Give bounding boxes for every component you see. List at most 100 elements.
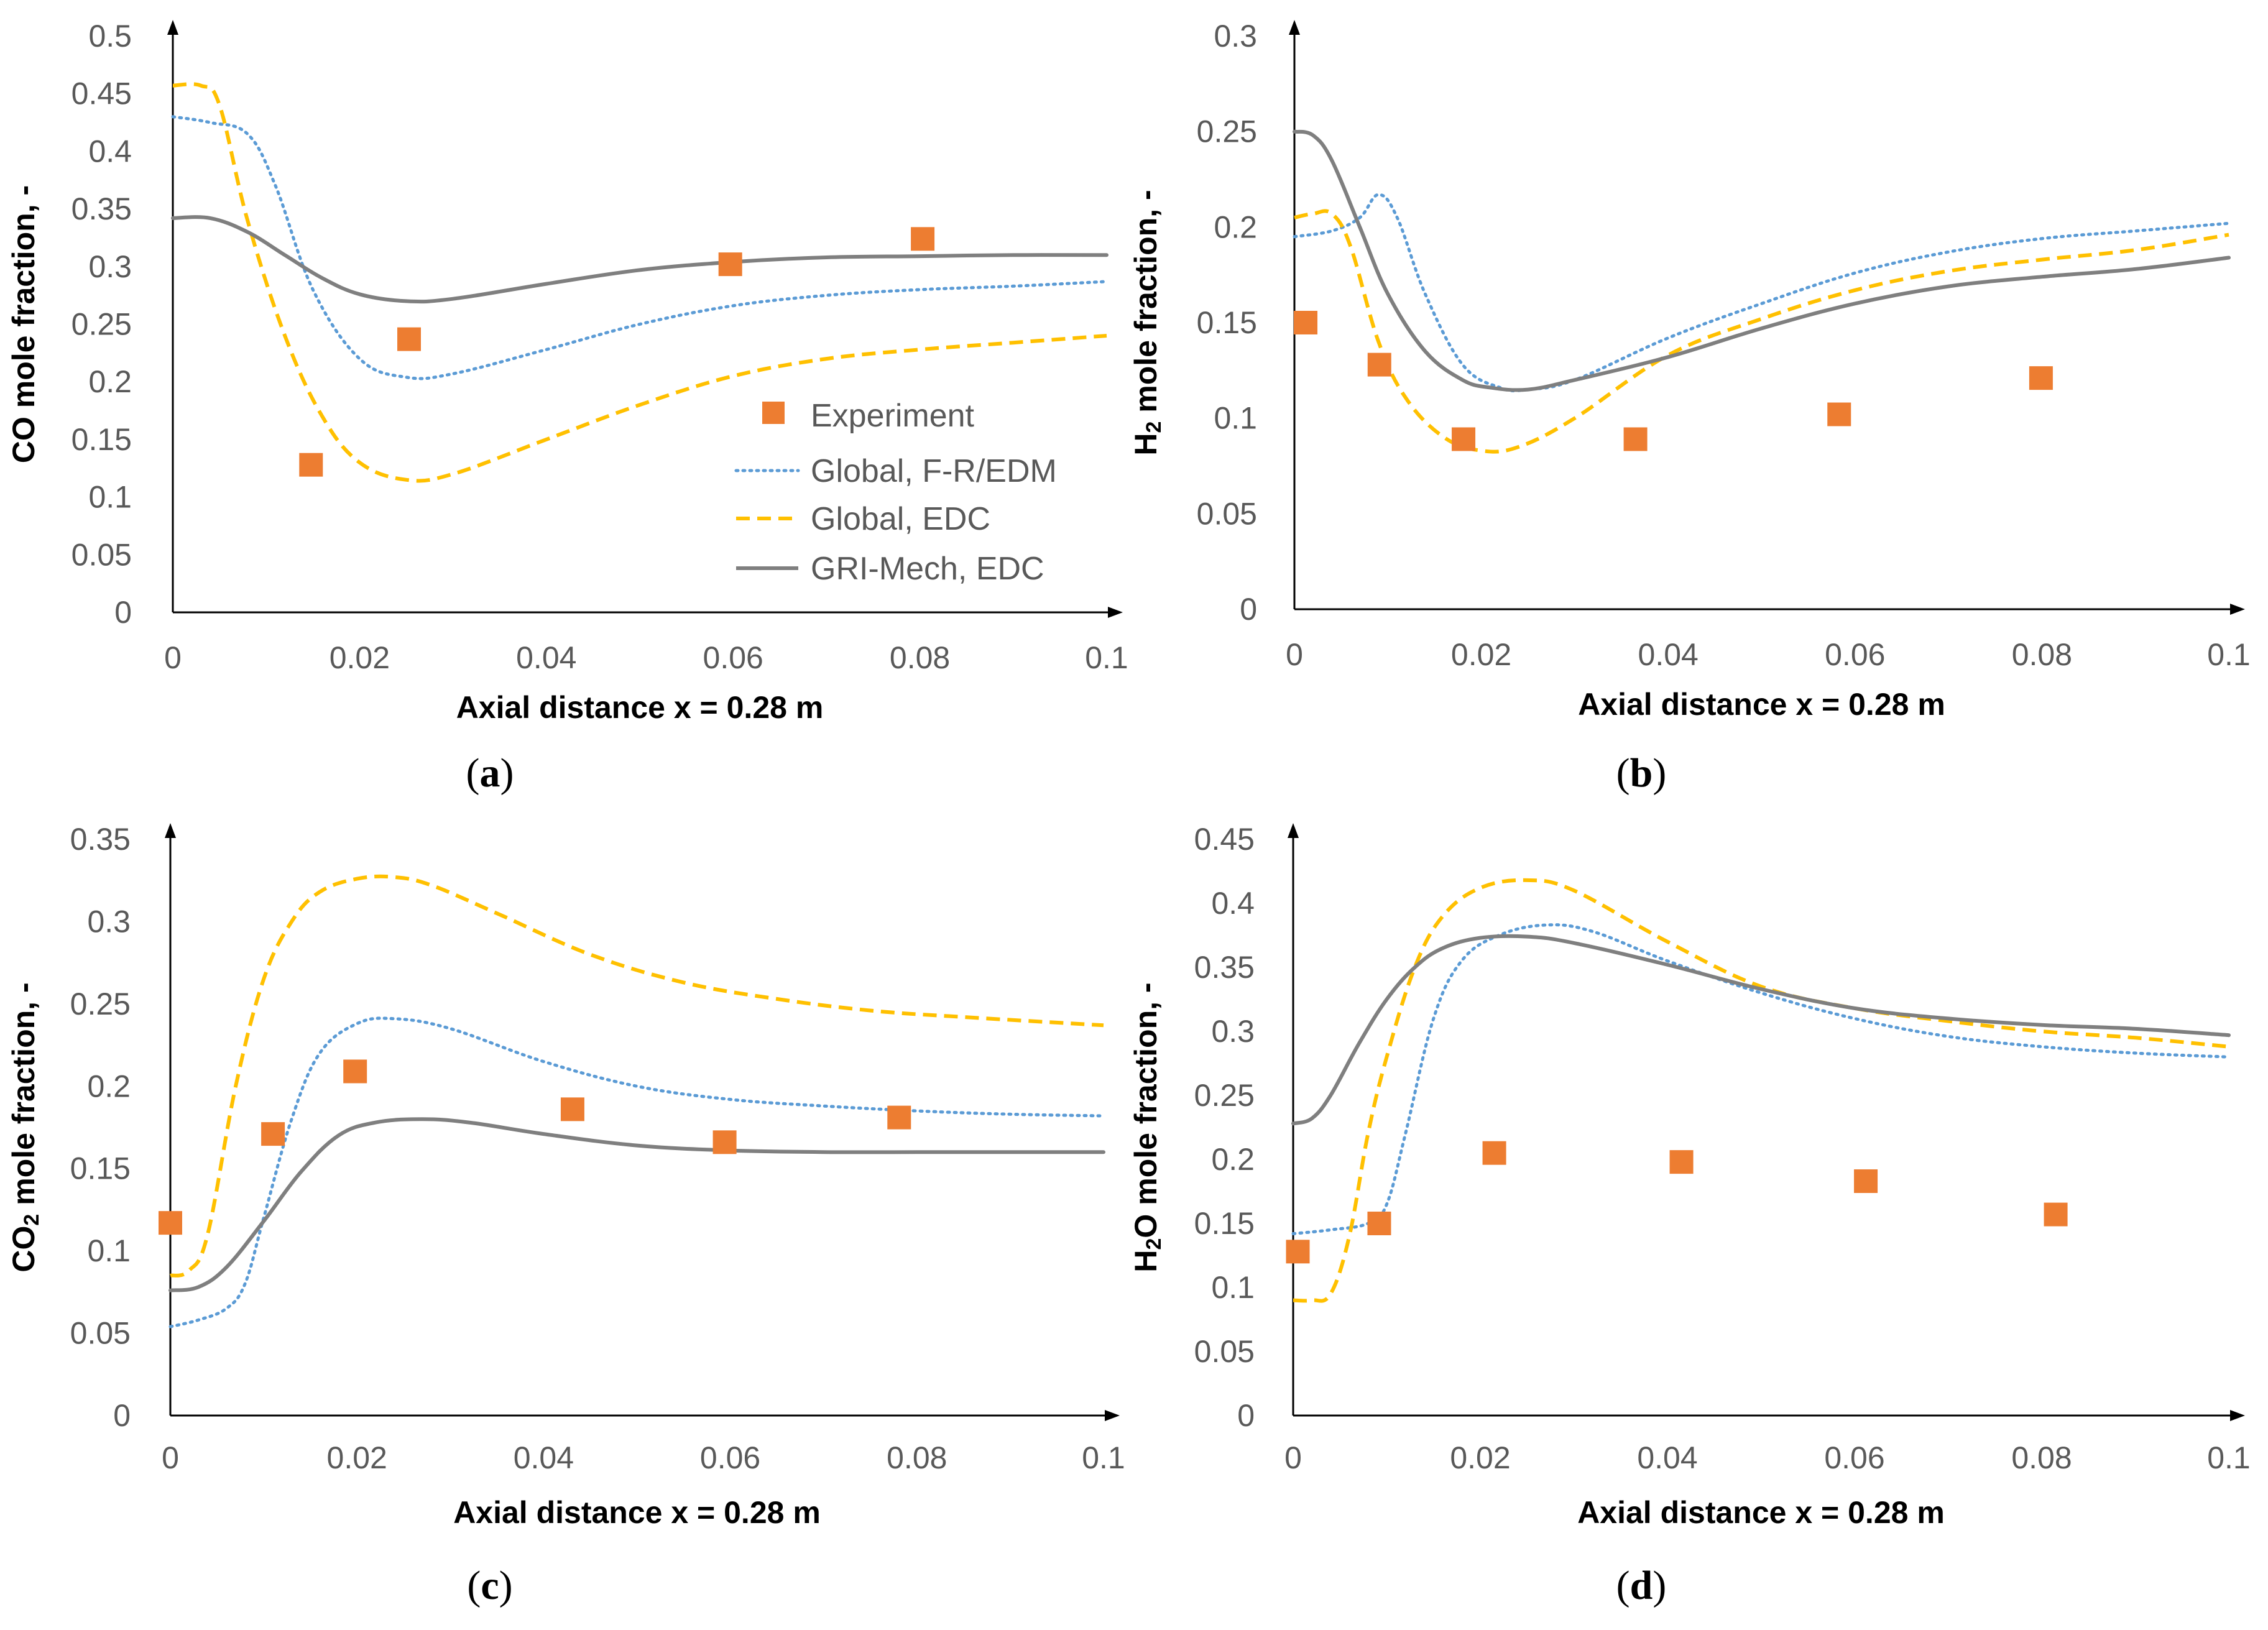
x-tick-label: 0.08 [2012,637,2072,672]
legend-experiment-marker [762,402,785,424]
y-tick-label: 0.3 [1214,19,1257,53]
experiment-point [299,453,323,477]
panel-label: (d) [1616,1563,1667,1608]
x-axis-title: Axial distance x = 0.28 m [456,690,824,725]
x-axis-arrow-icon [1108,607,1123,618]
y-tick-label: 0.3 [1211,1014,1255,1049]
series-line-gri-mech-edc [171,215,1109,304]
y-tick-label: 0.35 [71,191,132,226]
y-tick-label: 0.1 [1214,401,1257,436]
experiment-point [2044,1202,2068,1227]
y-tick-label: 0.5 [88,19,132,53]
experiment-point [397,327,422,351]
x-tick-label: 0.1 [2207,637,2251,672]
x-tick-label: 0 [1284,1440,1302,1475]
y-axis-title: H2O mole fraction, - [1128,982,1166,1272]
y-tick-label: 0.45 [71,76,132,111]
x-tick-label: 0.08 [887,1440,947,1475]
experiment-point [159,1211,182,1235]
x-tick-label: 0.06 [1824,1440,1884,1475]
experiment-point [1286,1240,1310,1264]
series-line-gri-mech-edc [1291,934,2231,1126]
series-line-global-edc [170,874,1104,1278]
y-tick-label: 0.25 [1194,1078,1255,1113]
x-axis-arrow-icon [1105,1410,1120,1421]
x-axis-arrow-icon [2230,1410,2245,1421]
series-line-global-f-r-edm [168,1016,1105,1328]
y-tick-label: 0.2 [1214,210,1257,244]
y-axis-arrow-icon [165,823,176,838]
y-axis-arrow-icon [1288,823,1299,838]
experiment-point [1482,1141,1506,1165]
y-tick-label: 0 [114,595,132,630]
x-tick-label: 0 [162,1440,179,1475]
y-axis-title: CO mole fraction, - [6,185,41,463]
x-tick-label: 0 [1286,637,1303,672]
x-tick-label: 0 [164,640,182,675]
y-tick-label: 0.25 [1197,114,1257,149]
experiment-point [1827,402,1851,426]
y-tick-label: 0.1 [1211,1270,1255,1305]
y-tick-label: 0.15 [71,422,132,457]
experiment-point [1452,427,1476,451]
x-tick-label: 0.02 [327,1440,387,1475]
legend-global-edc-label: Global, EDC [811,501,990,537]
panel-a: 0 0.05 0.1 0.15 0.2 0.25 0.3 0.35 0.4 0.45 0.5 0 0.0… [6,19,1128,796]
legend-global-fr-edm-label: Global, F-R/EDM [811,453,1057,489]
y-axis-title: CO2 mole fraction, - [6,982,44,1272]
y-tick-label: 0.15 [1197,305,1257,340]
experiment-point [1669,1150,1694,1174]
experiment-point [911,227,935,251]
y-axis-title: H2 mole fraction, - [1128,190,1166,455]
experiment-point [1854,1169,1878,1194]
panel-letter: b [1630,750,1653,796]
y-tick-label: 0.4 [88,134,132,168]
series-line-global-edc [1293,878,2229,1303]
x-tick-label: 0.02 [330,640,390,675]
y-tick-label: 0.25 [71,307,132,342]
experiment-point [1367,352,1391,377]
x-tick-label: 0.02 [1450,1440,1510,1475]
legend-experiment-label: Experiment [811,398,975,434]
y-axis-arrow-icon [167,20,178,35]
y-tick-label: 0.25 [70,987,131,1021]
y-tick-label: 0.05 [70,1316,131,1351]
panel-label: (a) [466,750,514,796]
legend-gri-mech-edc-label: GRI-Mech, EDC [811,551,1044,587]
x-tick-label: 0.06 [700,1440,760,1475]
y-tick-label: 0 [113,1398,131,1433]
series-line-global-f-r-edm [171,115,1109,380]
panel-d: 0 0.05 0.1 0.15 0.2 0.25 0.3 0.35 0.4 0.45 0 0.02 0.… [1128,822,2251,1608]
y-tick-label: 0.15 [1194,1206,1255,1241]
x-tick-label: 0.04 [1638,637,1699,672]
y-tick-label: 0.2 [88,364,132,399]
y-tick-label: 0.4 [1211,886,1255,921]
panel-c: 0 0.05 0.1 0.15 0.2 0.25 0.3 0.35 0 0.02 0.04 0.06 0… [6,822,1125,1608]
y-tick-label: 0.35 [1194,950,1255,985]
panel-b: 0 0.05 0.1 0.15 0.2 0.25 0.3 0 0.02 0.04 0.06 0.08 0… [1128,19,2251,796]
series-line-global-edc [1294,209,2229,454]
experiment-point [718,252,742,277]
experiment-point [261,1122,285,1146]
series-line-global-f-r-edm [1291,923,2231,1235]
y-tick-label: 0.35 [70,822,131,857]
x-tick-label: 0.04 [516,640,576,675]
x-tick-label: 0.02 [1451,637,1511,672]
x-axis-arrow-icon [2230,604,2245,615]
y-tick-label: 0.1 [87,1233,131,1268]
x-tick-label: 0.04 [1637,1440,1697,1475]
x-tick-label: 0.1 [2207,1440,2251,1475]
x-tick-label: 0.1 [1085,640,1128,675]
y-axis-arrow-icon [1289,20,1300,35]
experiment-point [712,1130,737,1154]
experiment-point [1294,311,1318,334]
panel-letter: a [480,750,500,796]
y-tick-label: 0.05 [1194,1334,1255,1369]
series-line-gri-mech-edc [1293,129,2231,392]
y-tick-label: 0 [1240,592,1257,627]
y-tick-label: 0.05 [71,537,132,572]
experiment-point [1623,427,1648,451]
panel-label: (b) [1616,750,1667,796]
panel-letter: c [481,1563,499,1608]
